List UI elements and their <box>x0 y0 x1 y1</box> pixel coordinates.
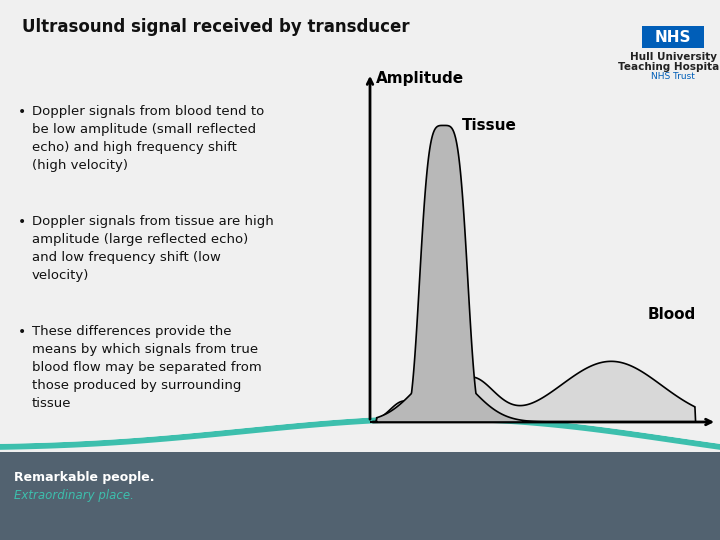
Text: Doppler signals from blood tend to
be low amplitude (small reflected
echo) and h: Doppler signals from blood tend to be lo… <box>32 105 264 172</box>
Text: Amplitude: Amplitude <box>376 71 464 86</box>
Text: Hull University: Hull University <box>629 52 716 62</box>
Polygon shape <box>370 361 705 422</box>
Text: Blood: Blood <box>648 307 696 322</box>
Text: Frequency: Frequency <box>719 415 720 429</box>
Polygon shape <box>0 416 720 450</box>
Text: NHS Trust: NHS Trust <box>651 72 695 81</box>
Text: Ultrasound signal received by transducer: Ultrasound signal received by transducer <box>22 18 410 36</box>
Polygon shape <box>370 125 705 422</box>
Text: •: • <box>18 215 26 229</box>
Text: •: • <box>18 325 26 339</box>
Bar <box>0 452 720 540</box>
Text: Tissue: Tissue <box>462 118 516 133</box>
Text: These differences provide the
means by which signals from true
blood flow may be: These differences provide the means by w… <box>32 325 262 410</box>
Text: Remarkable people.: Remarkable people. <box>14 471 155 484</box>
Polygon shape <box>0 0 720 444</box>
Text: NHS: NHS <box>654 30 691 44</box>
Text: Teaching Hospitals: Teaching Hospitals <box>618 62 720 72</box>
Text: •: • <box>18 105 26 119</box>
Bar <box>642 26 704 48</box>
Text: Doppler signals from tissue are high
amplitude (large reflected echo)
and low fr: Doppler signals from tissue are high amp… <box>32 215 274 282</box>
Text: Extraordinary place.: Extraordinary place. <box>14 489 134 503</box>
